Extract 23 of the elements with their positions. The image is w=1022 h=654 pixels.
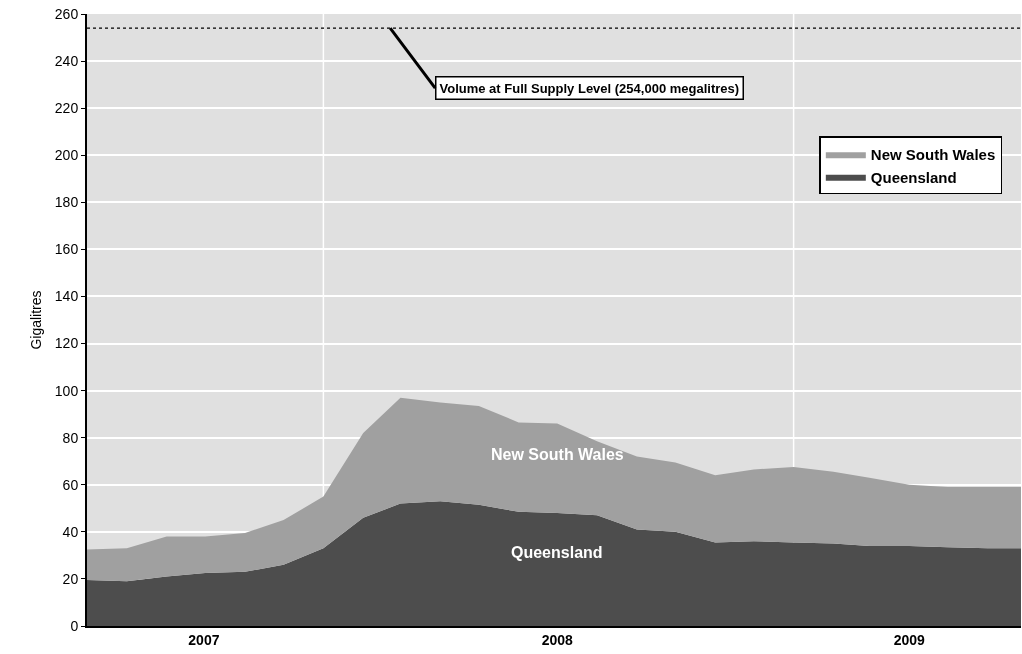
legend-label: New South Wales xyxy=(870,146,996,163)
y-tick-label: 180 xyxy=(54,194,79,211)
y-tick-label: 40 xyxy=(62,523,79,540)
text: New South Wales xyxy=(491,446,624,463)
y-tick-label: 160 xyxy=(54,241,79,258)
legend-label: Queensland xyxy=(870,168,957,186)
y-tick-label: 260 xyxy=(54,5,79,22)
y-tick-label: 0 xyxy=(70,617,79,634)
text: Queensland xyxy=(511,544,603,561)
ref-line-label: Volume at Full Supply Level (254,000 megalitres) xyxy=(439,80,740,96)
x-tick-label: 2008 xyxy=(541,631,573,648)
y-tick-label: 60 xyxy=(62,476,79,493)
x-tick-label: 2009 xyxy=(893,631,926,648)
y-tick-label: 120 xyxy=(54,335,79,352)
x-tick-label: 2007 xyxy=(188,631,220,648)
y-tick-label: 140 xyxy=(54,288,79,305)
y-axis-title: Gigalitres xyxy=(27,290,44,350)
y-tick-label: 100 xyxy=(54,382,79,399)
y-tick-label: 80 xyxy=(62,429,79,446)
y-tick-label: 200 xyxy=(54,147,79,164)
y-tick-label: 240 xyxy=(54,52,79,69)
y-tick-label: 220 xyxy=(54,100,79,117)
y-tick-label: 20 xyxy=(62,570,79,587)
